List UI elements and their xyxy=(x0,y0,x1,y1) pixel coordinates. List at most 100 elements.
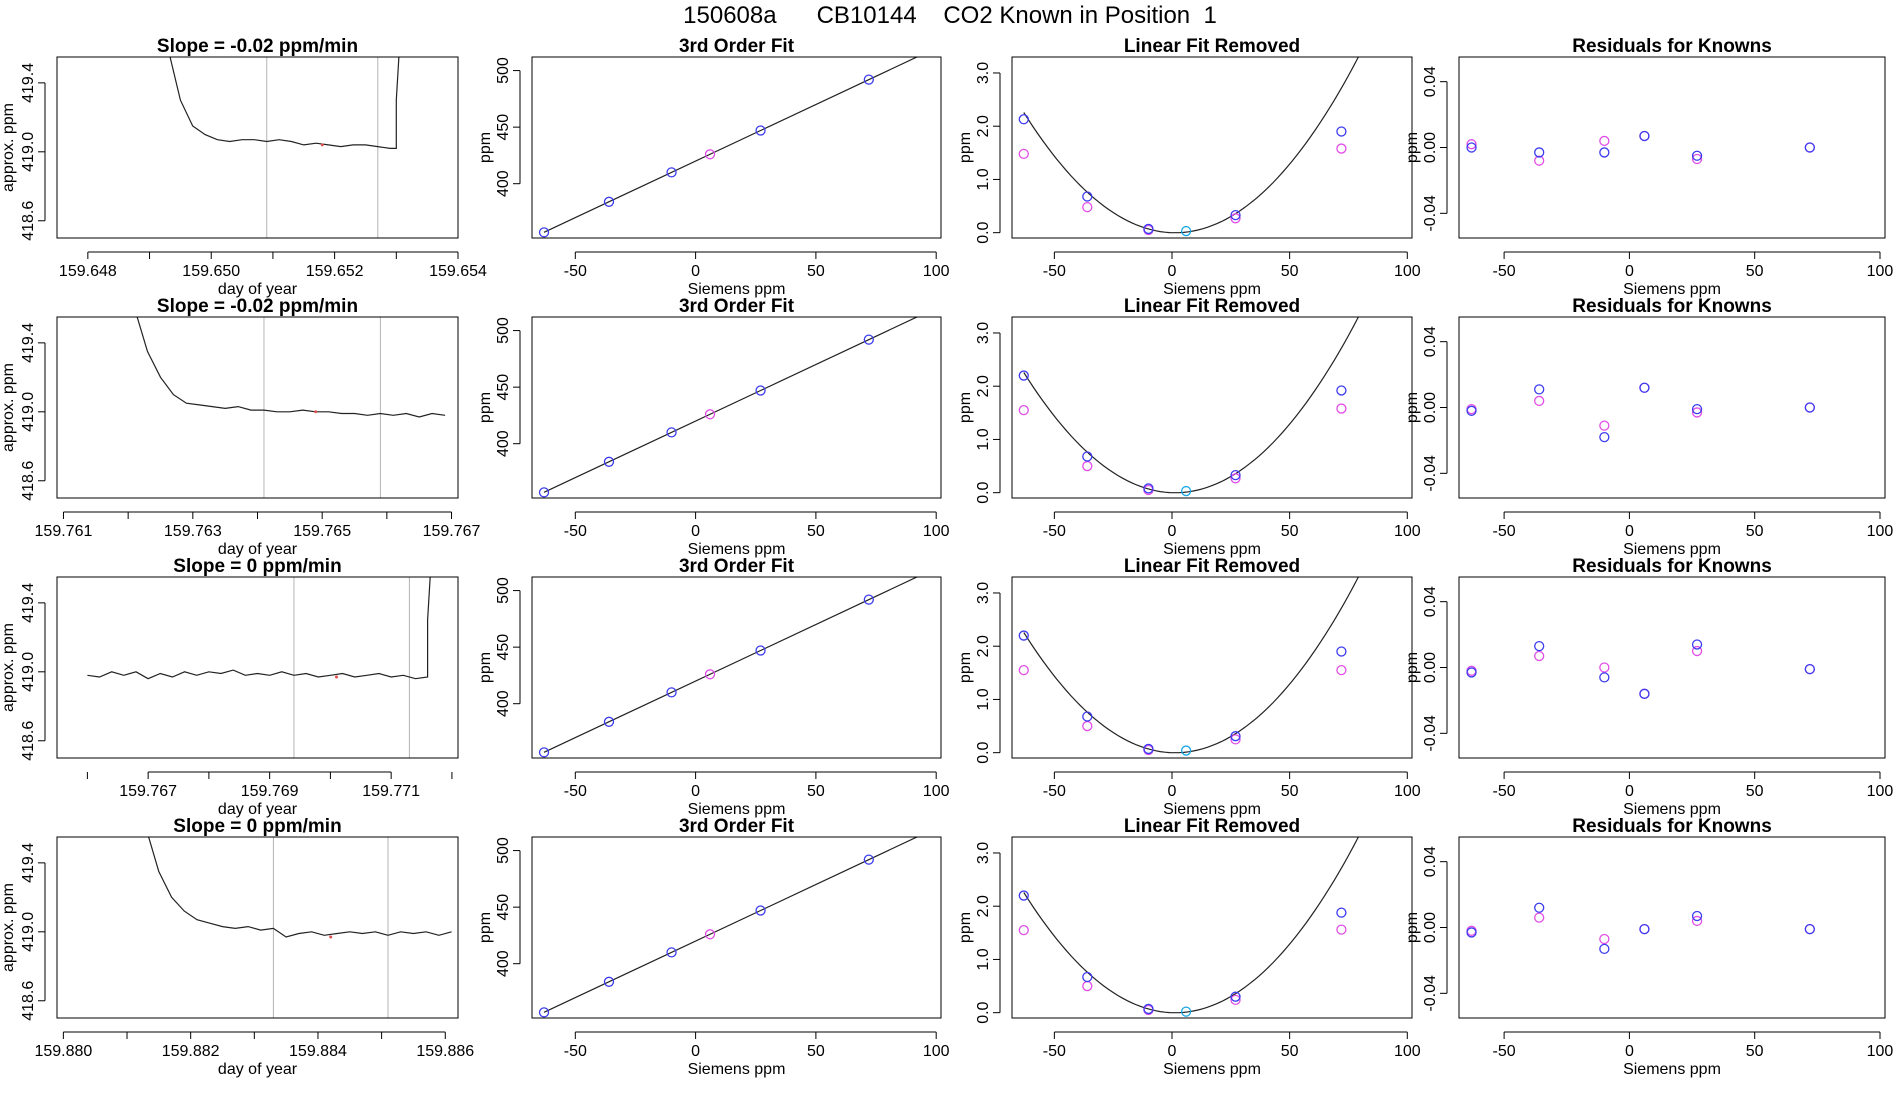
magenta-point xyxy=(1082,720,1093,732)
x-tick-label: 100 xyxy=(923,263,950,280)
blue-point xyxy=(1082,451,1093,462)
blue-point xyxy=(1466,405,1477,416)
plot-frame xyxy=(56,316,459,499)
magenta-point xyxy=(1336,665,1347,676)
magenta-point xyxy=(1534,155,1545,166)
x-tick-label: 100 xyxy=(923,783,950,800)
highlight-point xyxy=(314,410,318,414)
plot-region xyxy=(169,57,400,238)
panel-title: Linear Fit Removed xyxy=(1124,556,1300,577)
y-tick-label: 0.0 xyxy=(975,221,992,243)
x-axis-label: Siemens ppm xyxy=(1163,1061,1261,1078)
panel-title: Linear Fit Removed xyxy=(1124,296,1300,317)
page-title: 150608a CB10144 CO2 Known in Position 1 xyxy=(683,2,1217,29)
x-tick-label: 159.767 xyxy=(423,523,481,540)
x-tick-label: 50 xyxy=(807,783,825,800)
resid-panel-r4: Residuals for Knowns -50 0 50 100 Siemens ppm… xyxy=(1404,816,1893,1078)
x-tick-label: 159.652 xyxy=(306,263,364,280)
blue-point xyxy=(863,594,874,605)
plot-frame xyxy=(531,836,942,1019)
x-tick-label: -50 xyxy=(1493,1043,1516,1060)
fit-curve xyxy=(1023,837,1360,1014)
y-tick-label: 500 xyxy=(495,317,512,344)
blue-point xyxy=(666,687,677,698)
blue-point xyxy=(1599,672,1610,683)
blue-point xyxy=(1143,743,1154,755)
y-axis-label: ppm xyxy=(1404,132,1421,163)
x-tick-label: 159.769 xyxy=(241,783,299,800)
x-tick-label: 0 xyxy=(691,263,700,280)
blue-point xyxy=(1804,663,1815,675)
y-tick-label: 0.00 xyxy=(1422,912,1439,943)
blue-point xyxy=(603,716,615,727)
y-axis-label: ppm xyxy=(957,132,974,163)
magenta-point xyxy=(1018,405,1029,416)
plot-region xyxy=(87,577,431,758)
blue-point xyxy=(1466,667,1477,678)
plot-frame xyxy=(1011,316,1413,499)
blue-point xyxy=(538,1007,550,1018)
x-tick-label: 0 xyxy=(691,523,700,540)
blue-point xyxy=(863,74,874,85)
blue-point xyxy=(666,167,677,178)
x-axis-label: Siemens ppm xyxy=(1623,541,1721,558)
x-tick-label: -50 xyxy=(1493,263,1516,280)
y-tick-label: 0.04 xyxy=(1422,326,1439,357)
x-tick-label: 100 xyxy=(923,523,950,540)
y-tick-label: 0.0 xyxy=(975,741,992,763)
x-tick-label: 0 xyxy=(691,783,700,800)
magenta-point xyxy=(1534,912,1545,923)
fit3-panel-r1: 3rd Order Fit -50 0 50 100 Siemens ppm 400 450 5… xyxy=(477,36,950,298)
x-tick-label: 100 xyxy=(1867,783,1894,800)
x-tick-label: 159.763 xyxy=(164,523,222,540)
blue-point xyxy=(755,905,766,916)
y-axis-label: ppm xyxy=(477,652,494,683)
y-tick-label: 0.0 xyxy=(975,1001,992,1023)
fit-line xyxy=(543,57,919,233)
x-tick-label: -50 xyxy=(1043,1043,1066,1060)
x-tick-label: -50 xyxy=(564,263,587,280)
blue-point xyxy=(1466,142,1477,153)
y-tick-label: 419.0 xyxy=(20,392,37,432)
magenta-point xyxy=(1018,665,1029,676)
highlight-point xyxy=(334,675,338,679)
y-tick-label: 0.04 xyxy=(1422,846,1439,877)
cyan-point xyxy=(1180,745,1192,756)
fit3-panel-r2: 3rd Order Fit -50 0 50 100 Siemens ppm 400 450 5… xyxy=(477,296,950,558)
plot-region xyxy=(136,317,446,498)
timeseries-panel-r3: Slope = 0 ppm/min 159.767 159.769 159.771 da… xyxy=(0,556,459,818)
y-tick-label: 0.00 xyxy=(1422,652,1439,683)
x-axis-label: Siemens ppm xyxy=(688,281,786,298)
blue-point xyxy=(1336,646,1347,657)
y-tick-label: 3.0 xyxy=(975,582,992,604)
x-tick-label: -50 xyxy=(1493,523,1516,540)
highlight-point xyxy=(329,935,333,939)
x-tick-label: 100 xyxy=(1867,523,1894,540)
blue-point xyxy=(1691,910,1703,922)
y-tick-label: 450 xyxy=(495,374,512,401)
x-tick-label: -50 xyxy=(1493,783,1516,800)
magenta-point xyxy=(1230,473,1241,484)
highlight-point xyxy=(320,143,324,147)
blue-point xyxy=(1230,469,1241,481)
blue-point xyxy=(603,456,615,467)
y-tick-label: 419.0 xyxy=(20,652,37,692)
panel-title: Residuals for Knowns xyxy=(1572,296,1772,317)
x-axis-label: Siemens ppm xyxy=(1623,281,1721,298)
y-tick-label: 1.0 xyxy=(975,428,992,450)
magenta-point xyxy=(1534,395,1545,407)
magenta-point xyxy=(1230,213,1241,224)
fit-curve xyxy=(1023,317,1360,494)
blue-point xyxy=(1691,403,1703,415)
plot-frame xyxy=(1458,576,1886,759)
magenta-point xyxy=(704,929,716,940)
y-tick-label: 400 xyxy=(495,430,512,457)
timeseries-panel-r2: Slope = -0.02 ppm/min 159.761 159.763 159.7… xyxy=(0,296,481,558)
blue-point xyxy=(1230,731,1241,742)
x-tick-label: 100 xyxy=(923,1043,950,1060)
y-tick-label: 3.0 xyxy=(975,62,992,84)
magenta-point xyxy=(704,149,716,160)
linfit-panel-r1: Linear Fit Removed -50 0 50 100 Siemens ppm 0.… xyxy=(957,36,1421,298)
fit-curve xyxy=(1023,577,1360,754)
